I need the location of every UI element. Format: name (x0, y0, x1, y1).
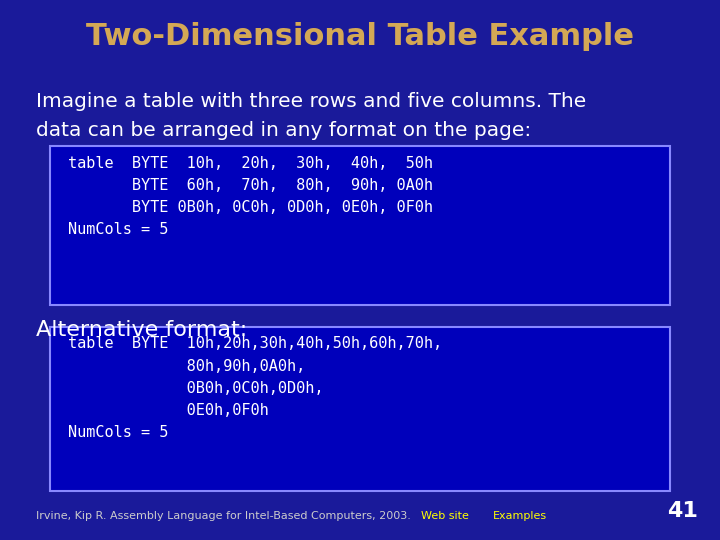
Text: Examples: Examples (493, 511, 547, 521)
Text: Alternative format:: Alternative format: (36, 320, 247, 340)
Text: Imagine a table with three rows and five columns. The: Imagine a table with three rows and five… (36, 92, 586, 111)
Text: 41: 41 (667, 501, 698, 521)
Text: Two-Dimensional Table Example: Two-Dimensional Table Example (86, 22, 634, 51)
Text: Web site: Web site (421, 511, 469, 521)
Text: data can be arranged in any format on the page:: data can be arranged in any format on th… (36, 122, 531, 140)
FancyBboxPatch shape (50, 146, 670, 305)
Text: table  BYTE  10h,20h,30h,40h,50h,60h,70h,
             80h,90h,0A0h,
           : table BYTE 10h,20h,30h,40h,50h,60h,70h, … (68, 336, 443, 440)
Text: table  BYTE  10h,  20h,  30h,  40h,  50h
       BYTE  60h,  70h,  80h,  90h, 0A0: table BYTE 10h, 20h, 30h, 40h, 50h BYTE … (68, 156, 433, 237)
Text: Irvine, Kip R. Assembly Language for Intel-Based Computers, 2003.: Irvine, Kip R. Assembly Language for Int… (36, 511, 411, 521)
FancyBboxPatch shape (50, 327, 670, 491)
